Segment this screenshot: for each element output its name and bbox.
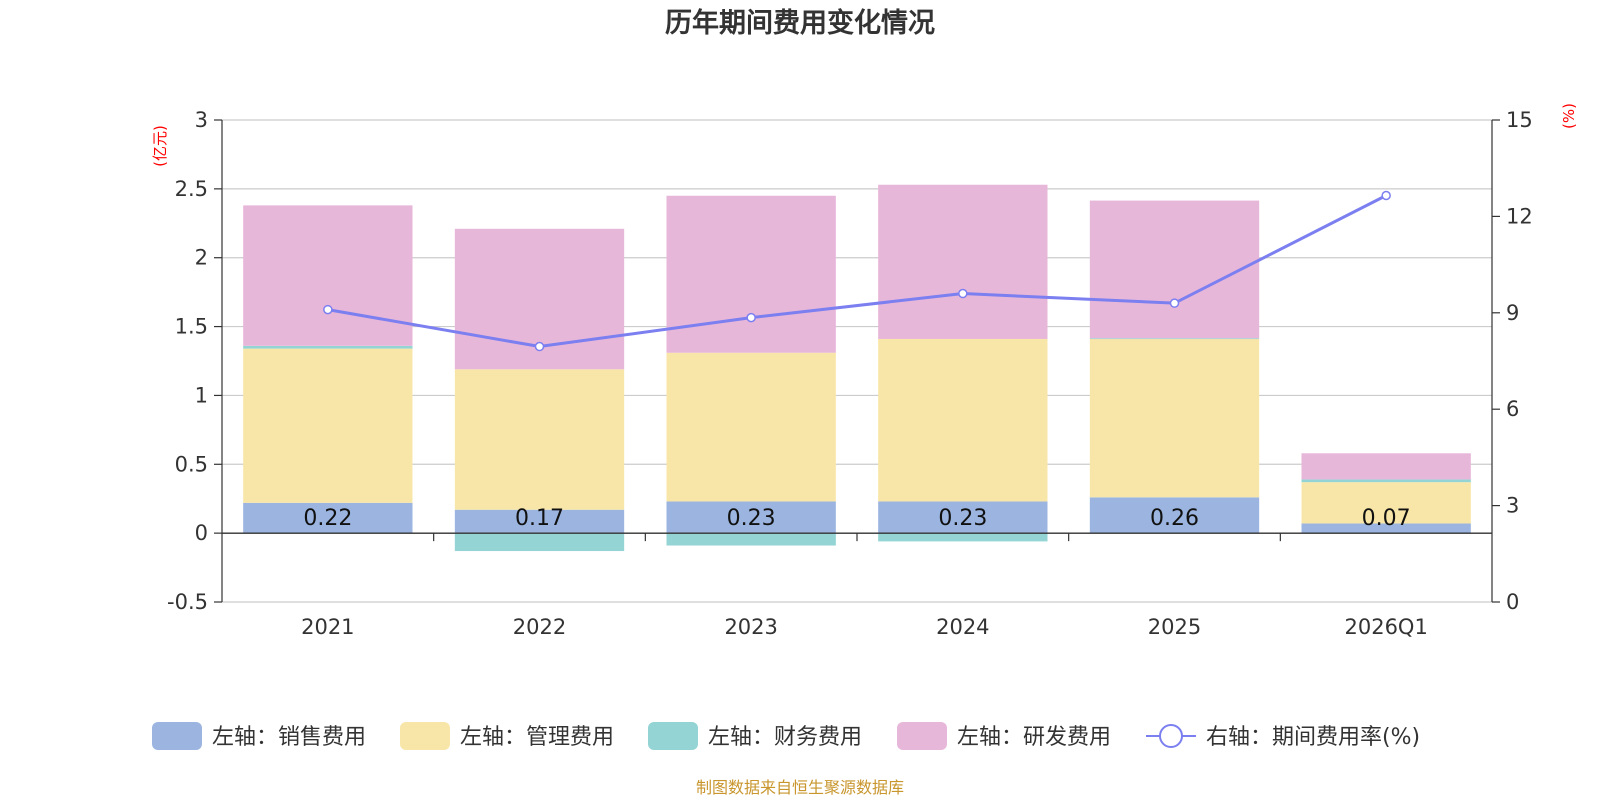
left-axis-tick-label: 1: [195, 383, 208, 407]
bar-segment: [666, 501, 836, 534]
axes: -0.5 0 0.5 1 1.5 2 2.5 3 0 3 6 9 12 15 2021 2022 2023 202…: [167, 108, 1533, 639]
legend-label: 左轴：研发费用: [957, 725, 1111, 750]
left-axis-tick-label: 3: [195, 108, 208, 132]
legend-label: 左轴：财务费用: [708, 725, 862, 750]
rate-line: [323, 190, 1391, 352]
bar-data-label: 0.23: [727, 506, 776, 531]
legend-label: 左轴：管理费用: [460, 725, 614, 750]
bar-segment: [1301, 479, 1471, 483]
left-axis-tick-label: 2: [195, 246, 208, 270]
chart-title: 历年期间费用变化情况: [665, 7, 935, 39]
left-axis-tick-label: 0.5: [175, 452, 208, 476]
legend: 左轴：销售费用 左轴：管理费用 左轴：财务费用 左轴：研发费用 右轴：期间费用率(%): [152, 722, 1420, 750]
legend-label: 左轴：销售费用: [212, 725, 366, 750]
bar-segment: [666, 195, 836, 353]
right-axis-tick-label: 6: [1506, 397, 1519, 421]
bar-segment: [1301, 482, 1471, 524]
right-axis-unit: (%): [1560, 103, 1578, 129]
bar-segment: [878, 533, 1048, 542]
rate-point: [1169, 298, 1180, 308]
x-axis-label: 2026Q1: [1344, 615, 1427, 639]
rate-point: [746, 312, 756, 323]
bars: [243, 184, 1471, 552]
legend-swatch: [400, 722, 450, 750]
data-labels: 0.22 0.17 0.23 0.23 0.26 0.07: [303, 506, 1410, 531]
bar-data-label: 0.07: [1362, 506, 1411, 531]
x-axis-label: 2022: [513, 615, 566, 639]
legend-swatch: [648, 722, 698, 750]
bar-segment: [878, 501, 1048, 534]
right-axis-tick-label: 0: [1506, 590, 1519, 614]
x-axis-label: 2021: [301, 615, 354, 639]
legend-swatch: [897, 722, 947, 750]
legend-swatch: [152, 722, 202, 750]
bar-segment: [666, 352, 836, 502]
left-axis-tick-label: 2.5: [175, 177, 208, 201]
source-note: 制图数据来自恒生聚源数据库: [696, 778, 904, 797]
bar-segment: [1301, 523, 1471, 534]
x-axis-label: 2025: [1148, 615, 1201, 639]
bar-segment: [454, 533, 625, 552]
bar-data-label: 0.23: [938, 506, 987, 531]
right-axis-tick-label: 9: [1506, 301, 1519, 325]
bar-segment: [243, 205, 413, 346]
right-axis-tick-label: 15: [1506, 108, 1533, 132]
right-axis-tick-label: 3: [1506, 494, 1519, 518]
right-axis-tick-label: 12: [1506, 204, 1533, 228]
rate-point: [323, 304, 333, 315]
bar-segment: [666, 533, 836, 546]
x-axis-label: 2023: [724, 615, 777, 639]
legend-label: 右轴：期间费用率(%): [1206, 725, 1420, 750]
left-axis-tick-label: 0: [195, 521, 208, 545]
bar-segment: [878, 338, 1048, 502]
bar-segment: [878, 184, 1048, 339]
rate-point: [1381, 190, 1391, 201]
bar-segment: [1089, 338, 1260, 340]
bar-segment: [1301, 453, 1471, 480]
bar-data-label: 0.22: [303, 506, 352, 531]
bar-data-label: 0.26: [1150, 506, 1199, 531]
bar-segment: [1089, 200, 1260, 339]
left-axis-unit: (亿元): [151, 125, 169, 167]
bar-segment: [243, 345, 413, 349]
bar-data-label: 0.17: [515, 506, 564, 531]
bar-segment: [454, 369, 625, 510]
rate-point: [534, 341, 545, 352]
bar-segment: [1089, 497, 1260, 534]
rate-line-path: [327, 194, 1387, 349]
left-axis-tick-label: 1.5: [175, 315, 208, 339]
bar-segment: [454, 509, 625, 534]
x-axis-label: 2024: [936, 615, 989, 639]
legend-marker-icon: [1159, 724, 1183, 748]
rate-point: [958, 288, 968, 299]
bar-segment: [243, 348, 413, 503]
bar-segment: [1089, 338, 1260, 498]
left-axis-tick-label: -0.5: [167, 590, 208, 614]
bar-segment: [243, 502, 413, 534]
